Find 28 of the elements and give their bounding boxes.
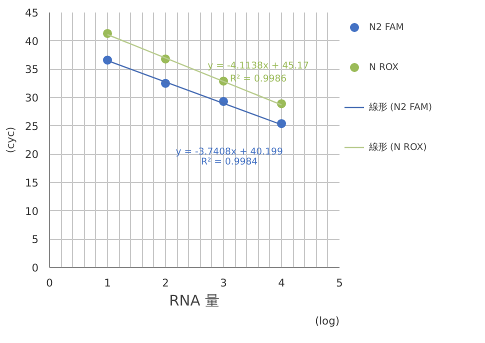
y-tick-label: 15: [24, 176, 39, 190]
legend-label: 線形 (N2 FAM): [369, 100, 432, 114]
y-tick-label: 10: [24, 204, 39, 218]
y-tick-label: 45: [24, 6, 39, 20]
legend-label: N ROX: [369, 62, 399, 72]
x-tick-label: 3: [220, 276, 227, 290]
point: [103, 56, 112, 65]
x-tick-label: 0: [46, 276, 54, 290]
y-tick-label: 35: [24, 63, 39, 76]
y-tick-label: 25: [24, 120, 39, 133]
x-tick-label: 1: [104, 276, 111, 290]
annotation: y = -3.7408x + 40.199: [176, 146, 283, 158]
x-tick-label: 5: [336, 276, 343, 290]
y-tick-label: 40: [24, 34, 39, 48]
legend-label: N2 FAM: [369, 22, 404, 32]
text: (log): [314, 314, 340, 328]
legend-label: 線形 (N ROX): [369, 140, 427, 154]
y-tick-label: 30: [24, 92, 39, 104]
y-axis-title: (cyc): [4, 126, 17, 154]
x-axis-title: RNA 量: [169, 292, 220, 310]
annotation: y = -4.1138x + 45.17 R² = 0.9986: [208, 60, 309, 85]
x-tick-label: 4: [278, 276, 286, 290]
annotation: R² = 0.9984: [200, 156, 258, 168]
y-tick-label: 5: [32, 233, 38, 246]
y-tick-label: 0: [32, 262, 39, 274]
y-tick-label: 20: [24, 148, 39, 162]
x-tick-label: 2: [162, 276, 169, 290]
point: [103, 28, 112, 38]
